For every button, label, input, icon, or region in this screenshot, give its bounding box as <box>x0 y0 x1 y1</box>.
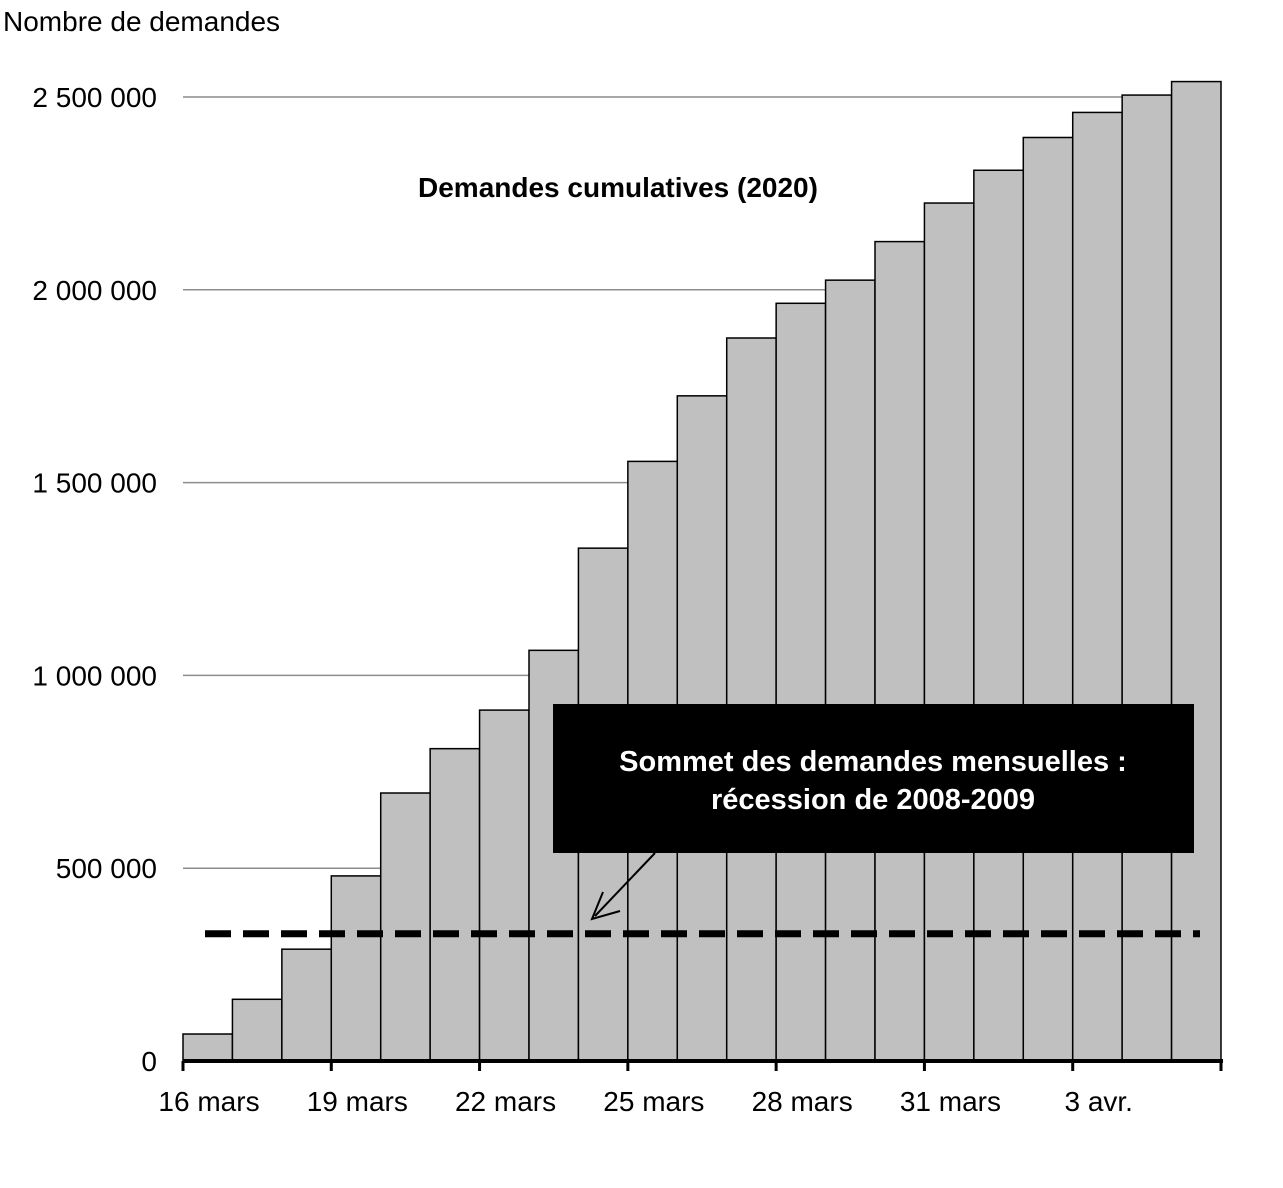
bar <box>281 948 333 1062</box>
x-tick-label: 31 mars <box>900 1086 1001 1117</box>
x-tick-label: 22 mars <box>455 1086 556 1117</box>
reference-callout: Sommet des demandes mensuelles : récessi… <box>553 704 1194 921</box>
y-tick-label: 500 000 <box>56 853 157 884</box>
y-tick-labels: 0 500 000 1 000 000 1 500 000 2 000 000 2 500… <box>32 82 157 1077</box>
bar <box>478 709 530 1062</box>
bar <box>330 875 382 1062</box>
callout-arrowhead <box>590 891 621 921</box>
cumulative-annotation: Demandes cumulatives (2020) <box>418 172 818 203</box>
bar <box>231 998 283 1062</box>
bar <box>824 279 876 1062</box>
bar <box>1121 94 1173 1062</box>
x-tick-label: 28 mars <box>752 1086 853 1117</box>
bar <box>1170 80 1222 1062</box>
callout-text-line2: récession de 2008-2009 <box>711 784 1035 816</box>
bar <box>182 1033 234 1062</box>
x-tick-label: 25 mars <box>603 1086 704 1117</box>
x-tick-label: 16 mars <box>158 1086 259 1117</box>
bar <box>725 337 777 1062</box>
bar <box>1071 111 1123 1062</box>
bar <box>973 169 1025 1062</box>
bar <box>1022 136 1074 1062</box>
x-tick-label: 19 mars <box>307 1086 408 1117</box>
bar <box>429 747 481 1062</box>
callout-text-line1: Sommet des demandes mensuelles : <box>619 746 1127 778</box>
x-ticks: 16 mars 19 mars 22 mars 25 mars 28 mars 31 ma… <box>158 1061 1223 1117</box>
bar <box>379 792 431 1062</box>
y-tick-label: 1 500 000 <box>32 468 157 499</box>
bar <box>874 240 926 1062</box>
y-tick-label: 1 000 000 <box>32 660 157 691</box>
y-tick-label: 0 <box>141 1046 157 1077</box>
y-axis-title: Nombre de demandes <box>3 6 280 37</box>
bars <box>182 80 1222 1062</box>
callout-box <box>553 704 1194 853</box>
bar <box>775 302 827 1062</box>
callout-arrow-line <box>594 852 656 917</box>
x-tick-label: 3 avr. <box>1064 1086 1132 1117</box>
y-tick-label: 2 500 000 <box>32 82 157 113</box>
bar <box>923 202 975 1062</box>
y-tick-label: 2 000 000 <box>32 275 157 306</box>
